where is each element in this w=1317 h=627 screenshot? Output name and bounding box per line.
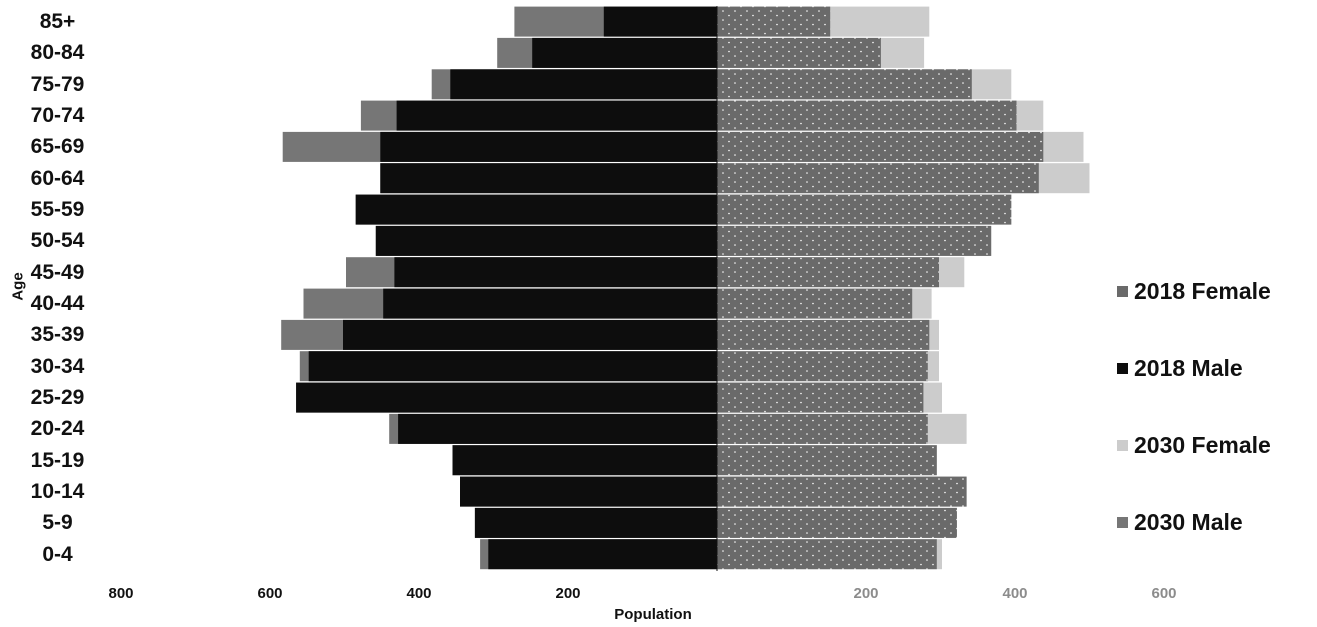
bar-2018-male-5-9 [474, 507, 717, 538]
bar-2018-female-30-34 [717, 351, 928, 382]
bar-2018-female-65-69 [717, 131, 1044, 162]
bar-2018-female-0-4 [717, 539, 937, 570]
age-label-55-59: 55-59 [30, 197, 85, 221]
legend-label-2030-female: 2030 Female [1134, 432, 1271, 458]
tick-left-800: 800 [108, 585, 134, 602]
legend-label-2030-male: 2030 Male [1134, 509, 1243, 535]
tick-left-600: 600 [257, 585, 283, 602]
legend-item-2030-female: 2030 Female [1117, 432, 1271, 459]
age-label-35-39: 35-39 [30, 323, 85, 347]
bar-2018-male-45-49 [394, 257, 717, 288]
legend-label-2018-female: 2018 Female [1134, 278, 1271, 304]
bar-2018-female-85 [717, 6, 831, 37]
age-label-10-14: 10-14 [30, 479, 85, 503]
bar-2018-male-15-19 [452, 445, 717, 476]
age-label-30-34: 30-34 [30, 354, 85, 378]
y-axis-title: Age [9, 272, 27, 301]
bar-2018-male-40-44 [383, 288, 717, 319]
bar-2018-female-70-74 [717, 100, 1017, 131]
age-label-5-9: 5-9 [42, 511, 73, 535]
bar-2018-female-25-29 [717, 382, 924, 413]
bar-2018-female-5-9 [717, 507, 957, 538]
bar-2018-male-80-84 [532, 37, 717, 68]
bar-2018-female-80-84 [717, 37, 881, 68]
age-label-0-4: 0-4 [42, 542, 73, 566]
tick-left-200: 200 [555, 585, 581, 602]
bar-2018-male-75-79 [450, 69, 717, 100]
legend-swatch-2030-male [1117, 517, 1128, 528]
bar-2018-male-25-29 [296, 382, 717, 413]
bar-2018-male-0-4 [488, 539, 717, 570]
age-label-80-84: 80-84 [30, 41, 85, 65]
bar-2018-male-20-24 [398, 413, 717, 444]
legend-swatch-2018-male [1117, 363, 1128, 374]
bar-2018-male-50-54 [375, 225, 717, 256]
age-label-75-79: 75-79 [30, 72, 85, 96]
bar-2018-male-35-39 [343, 319, 717, 350]
age-label-20-24: 20-24 [30, 417, 85, 441]
bar-2018-female-40-44 [717, 288, 913, 319]
bar-2018-female-45-49 [717, 257, 939, 288]
bar-2018-female-20-24 [717, 413, 928, 444]
legend-item-2018-male: 2018 Male [1117, 355, 1243, 382]
age-label-60-64: 60-64 [30, 166, 85, 190]
tick-left-400: 400 [406, 585, 432, 602]
bar-2018-female-15-19 [717, 445, 937, 476]
legend-swatch-2030-female [1117, 440, 1128, 451]
bar-2018-male-60-64 [380, 163, 717, 194]
age-label-50-54: 50-54 [30, 229, 85, 253]
legend-label-2018-male: 2018 Male [1134, 355, 1243, 381]
bar-2018-female-55-59 [717, 194, 1012, 225]
bar-2018-female-10-14 [717, 476, 967, 507]
bar-2018-male-30-34 [308, 351, 717, 382]
tick-right-200: 200 [853, 585, 879, 602]
legend-item-2018-female: 2018 Female [1117, 278, 1271, 305]
age-label-15-19: 15-19 [30, 448, 85, 472]
tick-right-600: 600 [1151, 585, 1177, 602]
bars-group [281, 6, 1090, 570]
age-label-70-74: 70-74 [30, 103, 85, 127]
age-label-65-69: 65-69 [30, 135, 85, 159]
bar-2018-female-50-54 [717, 225, 992, 256]
legend-swatch-2018-female [1117, 286, 1128, 297]
age-label-40-44: 40-44 [30, 291, 85, 315]
bar-2018-female-60-64 [717, 163, 1039, 194]
bar-2018-female-75-79 [717, 69, 972, 100]
bar-2018-male-70-74 [396, 100, 717, 131]
age-label-25-29: 25-29 [30, 385, 85, 409]
bar-2018-male-85 [603, 6, 717, 37]
x-axis-title: Population [614, 606, 692, 623]
age-label-85: 85+ [39, 10, 76, 33]
tick-right-400: 400 [1002, 585, 1028, 602]
bar-2018-male-55-59 [355, 194, 717, 225]
bar-2018-male-10-14 [460, 476, 717, 507]
age-label-45-49: 45-49 [30, 260, 85, 284]
legend-item-2030-male: 2030 Male [1117, 509, 1243, 536]
bar-2018-female-35-39 [717, 319, 930, 350]
bar-2018-male-65-69 [380, 131, 717, 162]
